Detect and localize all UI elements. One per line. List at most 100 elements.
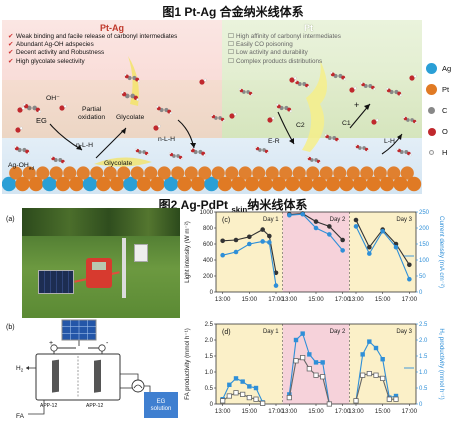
molecule [155,105,172,115]
data-point [260,400,266,406]
pt-atom [379,176,395,192]
stand-icon [122,238,126,298]
pt-atom [292,166,306,180]
data-point [267,240,272,245]
hydroxide-molecule [15,126,23,133]
er-label: E-R [268,138,280,145]
hydroxide-molecule [289,76,297,83]
data-point [220,398,226,404]
y-left-tick-label: 0 [210,402,214,408]
pt-atom [271,176,287,192]
data-point [233,390,239,396]
data-point [273,270,279,276]
o-atom-icon [427,127,436,136]
pt-atom [9,166,23,180]
pump-icon [131,379,145,393]
data-point [367,339,372,344]
fa-outlet [28,400,45,415]
pt-atom [103,166,117,180]
h-atom-icon [429,150,434,155]
pt-atom [198,166,212,180]
data-point [373,345,379,351]
pt-atom [90,166,104,180]
molecule [50,155,66,165]
eg-arrowhead [76,145,82,150]
pump-symbol [133,384,143,389]
x-tick-label: 17:00 [335,408,351,415]
y-right-tick-label: 2.5 [419,322,428,328]
pt-atom [184,166,198,180]
y-right-tick-label: 100 [419,258,430,264]
y-right-tick-label: 150 [419,242,430,248]
data-point [240,379,245,384]
atom-legend: Ag Pt C O H [426,58,464,163]
x-tick-label: 15:00 [308,296,324,303]
pt-atom [96,176,111,192]
data-point [320,360,325,365]
day-band [216,212,283,292]
data-point [306,366,312,372]
data-point [393,393,399,399]
lh-label: L-H [384,138,395,145]
pt-atom [258,176,273,192]
partial-oxidation-arrowhead [121,128,126,134]
y-left-tick-label: 0 [210,290,214,296]
data-point [293,337,299,343]
legend-item: C [426,100,464,121]
data-point [267,233,272,239]
pt-atom [285,176,300,192]
pt-atom [55,176,71,192]
anode-electrode [52,359,59,393]
ag-atom-icon [426,63,437,74]
hydroxide-molecule [371,118,379,125]
data-point [313,372,319,378]
reactor-icon [134,244,148,262]
feed-line [120,373,139,380]
y-left-tick-label: 400 [203,258,214,264]
pt-atom [306,166,320,180]
molecule [168,152,183,160]
field-setup-photo [22,208,180,318]
legend-item: H [426,142,464,163]
pt-atom [339,176,354,192]
x-tick-label: 13:00 [348,408,364,415]
cell-label-left: APP-12 [40,403,57,409]
pt-atom [333,166,347,180]
pt-atom [109,176,125,192]
x-tick-label: 13:00 [282,296,298,303]
pt-atom [252,166,266,180]
hydroxide-molecule [267,116,275,123]
data-point [273,283,279,288]
x-tick-label: 15:00 [308,408,324,415]
molecule [396,147,412,157]
data-point [227,382,232,387]
data-point [220,238,225,244]
data-point [293,358,299,364]
pt-atom [150,176,165,192]
pt-atom [400,166,414,180]
h2-arrowhead [26,366,29,370]
pt-atom [265,166,279,180]
eg-solution-reservoir [144,392,178,418]
data-point [340,248,345,253]
y-left-tick-label: 200 [203,274,214,280]
nlh-left-label: n-L-H [76,142,93,149]
molecule [123,73,140,83]
y-left-axis-label: FA productivity (mmol h⁻¹) [184,328,191,400]
data-point [327,232,332,237]
pt-atom-icon [426,84,437,95]
data-point [233,249,239,255]
y-left-tick-label: 600 [203,242,214,248]
data-point [380,375,386,381]
pt-atom [63,166,77,180]
molecule [275,103,292,113]
x-tick-label: 13:00 [215,408,231,415]
pt-atom [190,176,206,192]
pt-atom [238,166,252,180]
plus-sign: + [354,100,360,110]
tree-line [22,208,180,236]
device-schematic: + - APP-12 APP-12 H2 FA EG solution [16,319,178,420]
x-tick-label: 17:00 [268,408,284,415]
hydroxide-molecule [229,112,237,119]
